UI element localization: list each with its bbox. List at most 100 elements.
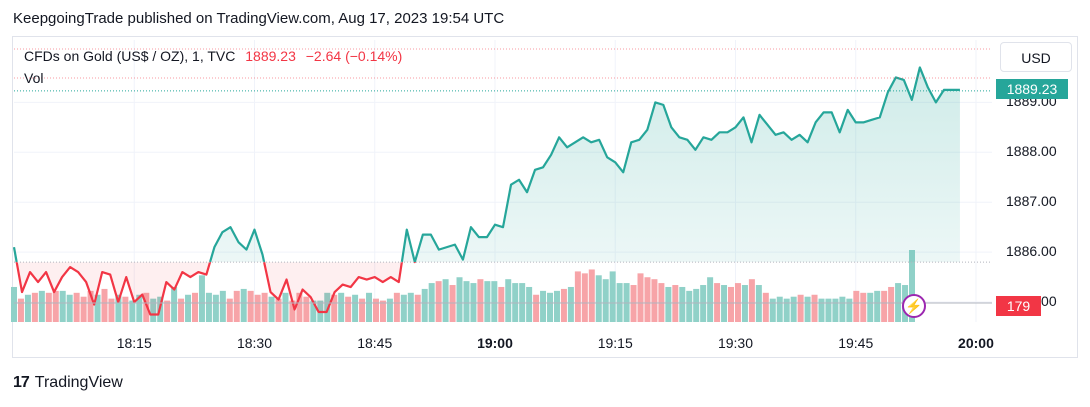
volume-bar (867, 292, 874, 322)
volume-bar (73, 292, 80, 322)
volume-bar (776, 296, 783, 322)
volume-bar (602, 279, 609, 322)
chart-panel[interactable] (12, 36, 1078, 358)
x-tick-label: 20:00 (958, 335, 994, 351)
volume-bar (595, 275, 602, 322)
tradingview-logo-icon: 17 (13, 374, 30, 391)
volume-bar (811, 294, 818, 322)
y-tick-label: 1886.00 (1006, 243, 1057, 260)
volume-bar (825, 298, 832, 322)
volume-bar (178, 298, 185, 322)
volume-bar (115, 294, 122, 322)
volume-bar (324, 292, 331, 322)
x-tick-label: 19:30 (717, 335, 753, 351)
symbol-legend[interactable]: CFDs on Gold (US$ / OZ), 1, TVC 1889.23 … (24, 48, 402, 64)
last-price-value: 1889.23 (245, 48, 296, 64)
volume-legend[interactable]: Vol (24, 70, 44, 86)
volume-bar (860, 292, 867, 322)
tradingview-footer[interactable]: 17 TradingView (13, 374, 123, 392)
volume-bar (108, 298, 115, 322)
volume-badge: 179 (996, 296, 1041, 316)
volume-bar (547, 292, 554, 322)
volume-bar (352, 294, 359, 322)
volume-bar (769, 298, 776, 322)
volume-bar (832, 298, 839, 322)
volume-bar (393, 292, 400, 322)
volume-bar (540, 290, 547, 322)
x-tick-label: 18:30 (236, 335, 273, 351)
price-change-value: −2.64 (−0.14%) (305, 48, 403, 64)
volume-bar (909, 250, 915, 322)
volume-bar (240, 288, 247, 322)
volume-bar (45, 292, 52, 322)
volume-bars (11, 250, 915, 322)
volume-bar (804, 296, 811, 322)
volume-bar (289, 300, 296, 322)
x-tick-label: 19:00 (477, 335, 513, 351)
volume-bar (574, 271, 581, 322)
volume-bar (345, 296, 352, 322)
x-tick-label: 18:15 (116, 335, 152, 351)
volume-bar (567, 286, 574, 322)
volume-bar (748, 279, 755, 322)
volume-bar (755, 285, 762, 322)
volume-bar (129, 300, 136, 322)
brand-name: TradingView (34, 374, 123, 391)
volume-bar (421, 288, 428, 322)
volume-bar (303, 296, 310, 322)
volume-bar (881, 290, 888, 322)
volume-bar (533, 294, 540, 322)
volume-bar (686, 290, 693, 322)
price-line-down (15, 262, 416, 316)
volume-bar (296, 292, 303, 322)
volume-bar (651, 279, 658, 322)
volume-bar (338, 292, 345, 322)
volume-bar (331, 294, 338, 322)
volume-bar (414, 294, 421, 322)
volume-bar (219, 290, 226, 322)
volume-bar (17, 298, 24, 322)
volume-bar (226, 298, 233, 322)
area-below-baseline (16, 262, 402, 315)
published-caption: KeepgoingTrade published on TradingView.… (13, 10, 505, 27)
volume-bar (282, 292, 289, 322)
volume-bar (122, 296, 129, 322)
volume-bar (700, 285, 707, 322)
y-tick-label: 1887.00 (1006, 193, 1057, 210)
x-tick-label: 19:45 (838, 335, 874, 351)
volume-bar (233, 290, 240, 322)
volume-bar (560, 288, 567, 322)
volume-bar (484, 281, 491, 322)
volume-bar (728, 286, 735, 322)
volume-bar (630, 285, 637, 322)
volume-bar (644, 277, 651, 322)
last-price-badge: 1889.23 (996, 79, 1068, 99)
currency-button[interactable]: USD (1000, 42, 1072, 72)
volume-bar (790, 296, 797, 322)
volume-bar (101, 288, 108, 322)
volume-bar (693, 288, 700, 322)
lightning-icon[interactable]: ⚡ (902, 294, 926, 318)
symbol-name: CFDs on Gold (US$ / OZ), 1, TVC (24, 48, 236, 64)
volume-bar (456, 277, 463, 322)
price-area (14, 67, 960, 315)
volume-bar (212, 294, 219, 322)
volume-bar (797, 294, 804, 322)
volume-bar (609, 271, 616, 322)
volume-bar (449, 285, 456, 322)
volume-bar (366, 292, 373, 322)
y-tick-label: 1888.00 (1006, 143, 1057, 160)
volume-bar (205, 292, 212, 322)
volume-bar (80, 296, 87, 322)
volume-bar (400, 294, 407, 322)
volume-bar (672, 285, 679, 322)
volume-bar (247, 290, 254, 322)
volume-bar (477, 279, 484, 322)
volume-bar (261, 292, 268, 322)
volume-bar (94, 294, 101, 322)
volume-bar (407, 292, 414, 322)
volume-bar (888, 286, 895, 322)
volume-bar (679, 286, 686, 322)
volume-bar (839, 296, 846, 322)
